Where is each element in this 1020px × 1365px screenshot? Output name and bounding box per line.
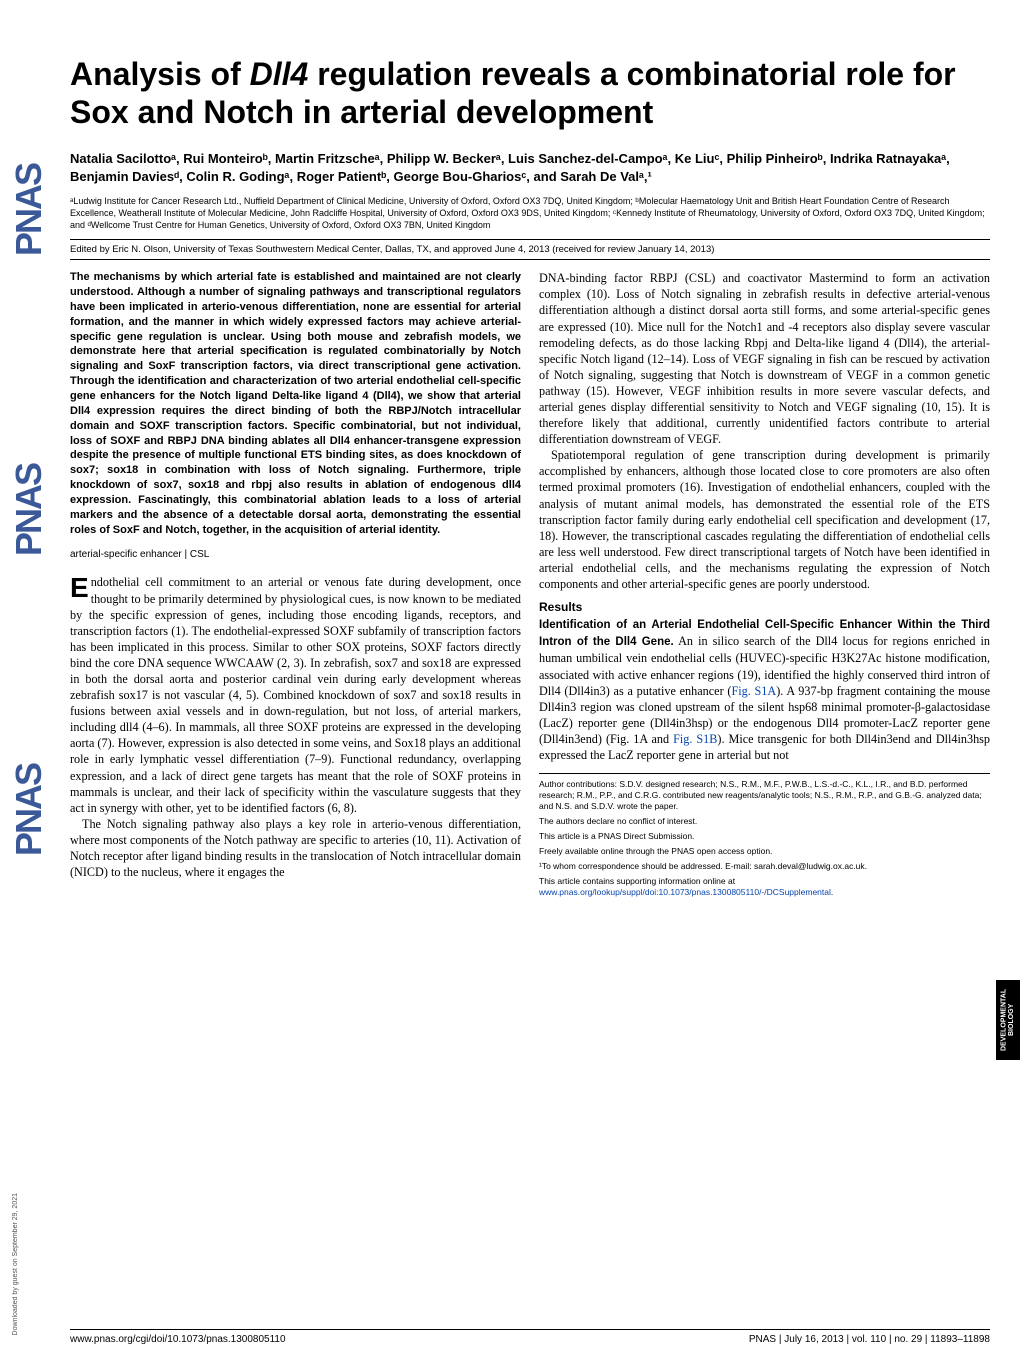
footer-citation: PNAS | July 16, 2013 | vol. 110 | no. 29… (749, 1334, 990, 1345)
footnote-author-contributions: Author contributions: S.D.V. designed re… (539, 779, 990, 812)
footnote-open-access: Freely available online through the PNAS… (539, 846, 990, 857)
body-left-p2: The Notch signaling pathway also plays a… (70, 816, 521, 880)
fig-s1a-link[interactable]: Fig. S1A (731, 684, 776, 698)
two-column-layout: The mechanisms by which arterial fate is… (70, 270, 990, 902)
affiliations: ᵃLudwig Institute for Cancer Research Lt… (70, 196, 990, 231)
footnote-correspondence: ¹To whom correspondence should be addres… (539, 861, 990, 872)
pnas-text-1: PNAS (8, 164, 50, 256)
right-column: DNA-binding factor RBPJ (CSL) and coacti… (539, 270, 990, 902)
footnote-f6b: . (831, 887, 833, 897)
keywords: arterial-specific enhancer | CSL (70, 549, 521, 560)
body-right-p1: DNA-binding factor RBPJ (CSL) and coacti… (539, 270, 990, 447)
footnote-supporting: This article contains supporting informa… (539, 876, 990, 898)
footnote-submission: This article is a PNAS Direct Submission… (539, 831, 990, 842)
supporting-info-link[interactable]: www.pnas.org/lookup/suppl/doi:10.1073/pn… (539, 887, 831, 897)
dropcap: E (70, 574, 91, 600)
section-tab-devbio: DEVELOPMENTAL BIOLOGY (996, 980, 1020, 1060)
results-p1: Identification of an Arterial Endothelia… (539, 616, 990, 763)
pnas-vertical-logo: PNAS PNAS PNAS (8, 60, 50, 960)
edited-by-line: Edited by Eric N. Olson, University of T… (70, 239, 990, 260)
article-title: Analysis of Dll4 regulation reveals a co… (70, 55, 990, 132)
downloaded-stamp: Downloaded by guest on September 29, 202… (12, 1193, 19, 1335)
page-footer: www.pnas.org/cgi/doi/10.1073/pnas.130080… (70, 1329, 990, 1345)
footnote-f6a: This article contains supporting informa… (539, 876, 735, 886)
left-column: The mechanisms by which arterial fate is… (70, 270, 521, 902)
footer-doi: www.pnas.org/cgi/doi/10.1073/pnas.130080… (70, 1334, 286, 1345)
body-left-p1: Endothelial cell commitment to an arteri… (70, 574, 521, 815)
authors-list: Natalia Sacilottoᵃ, Rui Monteiroᵇ, Marti… (70, 150, 990, 186)
results-heading: Results (539, 600, 990, 614)
abstract: The mechanisms by which arterial fate is… (70, 270, 521, 537)
pnas-text-3: PNAS (8, 764, 50, 856)
body-right-p2: Spatiotemporal regulation of gene transc… (539, 447, 990, 592)
title-pre: Analysis of (70, 56, 250, 92)
fig-s1b-link[interactable]: Fig. S1B (673, 732, 717, 746)
title-italic: Dll4 (250, 56, 309, 92)
pnas-text-2: PNAS (8, 464, 50, 556)
footnotes: Author contributions: S.D.V. designed re… (539, 773, 990, 898)
footnote-conflict: The authors declare no conflict of inter… (539, 816, 990, 827)
body-left-p1-text: ndothelial cell commitment to an arteria… (70, 575, 521, 814)
article-content: Analysis of Dll4 regulation reveals a co… (70, 55, 990, 903)
